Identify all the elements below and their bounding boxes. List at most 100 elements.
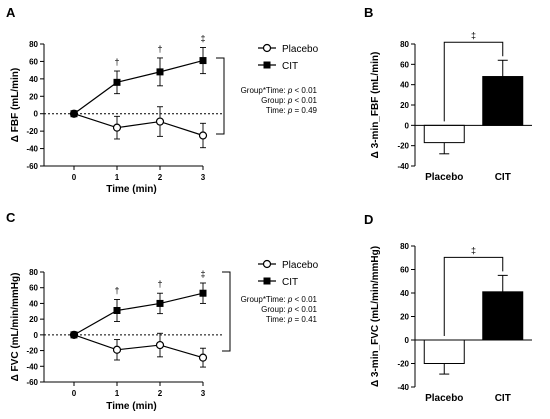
significance-marker: † bbox=[114, 57, 119, 67]
significance-marker: ‡ bbox=[471, 30, 476, 40]
y-tick-label: 60 bbox=[400, 60, 409, 69]
y-tick-label: 20 bbox=[29, 92, 38, 101]
stats-text: Group: p < 0.01 bbox=[261, 305, 317, 314]
category-label: CIT bbox=[495, 172, 511, 183]
y-axis-title: Δ FBF (mL/min) bbox=[10, 68, 21, 142]
y-axis-title: Δ 3-min_FBF (mL/min) bbox=[370, 52, 381, 159]
y-tick-label: 80 bbox=[400, 40, 409, 49]
y-tick-label: -20 bbox=[397, 142, 409, 151]
y-tick-label: -20 bbox=[26, 347, 38, 356]
y-tick-label: -40 bbox=[26, 145, 38, 154]
x-tick-label: 0 bbox=[72, 389, 77, 398]
legend-marker bbox=[263, 277, 271, 285]
legend-label: Placebo bbox=[282, 44, 319, 55]
x-axis-title: Time (min) bbox=[106, 401, 156, 412]
y-tick-label: 20 bbox=[400, 101, 409, 110]
stats-bracket bbox=[216, 57, 225, 135]
data-point-placebo bbox=[198, 131, 208, 140]
legend: Placebo CIT bbox=[258, 259, 319, 288]
stats-text: Group*Time: p < 0.01 bbox=[241, 295, 318, 304]
significance-marker: † bbox=[157, 279, 162, 289]
stats-text: Time: p = 0.49 bbox=[266, 106, 318, 115]
y-tick-label: 0 bbox=[405, 336, 410, 345]
data-point-cit bbox=[70, 331, 78, 339]
legend-marker bbox=[263, 61, 271, 69]
stats-text: Group: p < 0.01 bbox=[261, 96, 317, 105]
significance-marker: ‡ bbox=[471, 245, 476, 255]
category-label: CIT bbox=[495, 393, 511, 404]
y-tick-label: -40 bbox=[397, 383, 409, 392]
significance-marker: ‡ bbox=[200, 269, 205, 279]
x-tick-label: 1 bbox=[115, 389, 120, 398]
panel-A: A -60 -40 -20 0 20 40 60 80 0 1 2 3 Time (min) Δ FBF (… bbox=[6, 5, 319, 195]
x-tick-label: 1 bbox=[115, 173, 120, 182]
y-tick-label: 20 bbox=[400, 313, 409, 322]
legend-marker bbox=[262, 43, 272, 53]
data-point-cit bbox=[199, 289, 207, 297]
bar-placebo bbox=[423, 124, 465, 144]
x-tick-label: 3 bbox=[201, 173, 206, 182]
stats-text: Time: p = 0.41 bbox=[266, 315, 318, 324]
legend-label: CIT bbox=[282, 277, 298, 288]
y-tick-label: -20 bbox=[26, 127, 38, 136]
series-line-cit bbox=[73, 292, 204, 336]
y-tick-label: 0 bbox=[34, 110, 39, 119]
y-tick-label: -60 bbox=[26, 162, 38, 171]
y-tick-label: -40 bbox=[26, 362, 38, 371]
y-tick-label: 40 bbox=[400, 289, 409, 298]
data-point-placebo bbox=[155, 340, 165, 350]
y-tick-label: 60 bbox=[400, 266, 409, 275]
x-tick-label: 2 bbox=[158, 389, 163, 398]
data-point-placebo bbox=[155, 117, 165, 126]
significance-marker: † bbox=[114, 286, 119, 296]
legend: Placebo CIT bbox=[258, 43, 319, 72]
y-tick-label: -20 bbox=[397, 360, 409, 369]
data-point-cit bbox=[156, 68, 164, 76]
panel-letter: D bbox=[364, 212, 373, 227]
y-tick-label: 40 bbox=[29, 75, 38, 84]
significance-bracket bbox=[443, 256, 504, 336]
panel-letter: B bbox=[364, 5, 373, 20]
legend-marker bbox=[262, 259, 272, 269]
series-line-placebo bbox=[73, 113, 204, 137]
series-line-cit bbox=[73, 59, 204, 115]
y-tick-label: 20 bbox=[29, 315, 38, 324]
x-tick-label: 0 bbox=[72, 173, 77, 182]
stats-bracket bbox=[222, 271, 231, 352]
x-tick-label: 3 bbox=[201, 389, 206, 398]
bar-cit bbox=[482, 76, 524, 126]
data-point-cit bbox=[113, 307, 121, 314]
data-point-placebo bbox=[112, 123, 122, 132]
data-point-cit bbox=[199, 57, 207, 65]
y-tick-label: 60 bbox=[29, 284, 38, 293]
category-label: Placebo bbox=[425, 393, 463, 404]
x-tick-label: 2 bbox=[158, 173, 163, 182]
y-tick-label: 40 bbox=[29, 299, 38, 308]
y-tick-label: -60 bbox=[26, 378, 38, 387]
significance-bracket bbox=[443, 41, 504, 122]
significance-marker: † bbox=[157, 44, 162, 54]
y-tick-label: 0 bbox=[405, 121, 410, 130]
category-label: Placebo bbox=[425, 172, 463, 183]
x-axis-title: Time (min) bbox=[106, 184, 156, 195]
significance-marker: ‡ bbox=[200, 33, 205, 43]
panel-B: B -40 -20 0 20 40 60 80 Δ 3-min_FBF (mL/min) Plac… bbox=[364, 5, 532, 183]
y-tick-label: 80 bbox=[29, 40, 38, 49]
series-line-placebo bbox=[73, 334, 204, 359]
y-tick-label: 80 bbox=[29, 268, 38, 277]
panel-C: C -60 -40 -20 0 20 40 60 80 0 1 2 3 Time (min) Δ FVC (… bbox=[6, 210, 319, 412]
y-tick-label: 60 bbox=[29, 57, 38, 66]
data-point-placebo bbox=[198, 353, 208, 362]
data-point-cit bbox=[113, 78, 121, 86]
y-axis-title: Δ 3-min_FVC (mL/min/mmHg) bbox=[370, 246, 381, 387]
panel-D: D -40 -20 0 20 40 60 80 Δ 3-min_FVC (mL/min/mmHg… bbox=[364, 212, 532, 404]
data-point-cit bbox=[70, 110, 78, 118]
y-tick-label: -40 bbox=[397, 162, 409, 171]
legend-label: CIT bbox=[282, 61, 298, 72]
legend-label: Placebo bbox=[282, 260, 319, 271]
y-axis-title: Δ FVC (mL/min/mmHg) bbox=[10, 273, 21, 382]
bar-placebo bbox=[423, 339, 465, 364]
y-tick-label: 0 bbox=[34, 331, 39, 340]
data-point-placebo bbox=[112, 345, 122, 354]
